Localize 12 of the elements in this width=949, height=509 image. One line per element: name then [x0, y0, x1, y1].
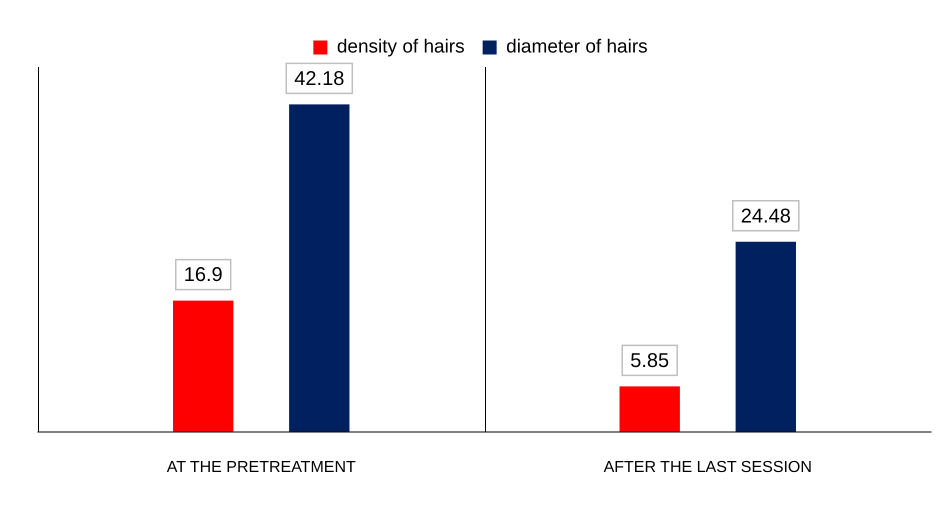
bar: [736, 242, 796, 432]
bar: [620, 386, 680, 432]
legend-label: diameter of hairs: [506, 36, 648, 58]
data-label: 42.18: [294, 68, 344, 90]
bar: [173, 300, 234, 432]
bar: [289, 104, 350, 432]
data-label: 24.48: [740, 205, 791, 228]
x-tick-label: AFTER THE LAST SESSION: [604, 458, 812, 476]
legend-label: density of hairs: [336, 36, 465, 58]
data-label: 16.9: [184, 264, 223, 286]
data-label: 5.85: [630, 350, 670, 372]
x-tick-label: AT THE PRETREATMENT: [166, 458, 356, 476]
